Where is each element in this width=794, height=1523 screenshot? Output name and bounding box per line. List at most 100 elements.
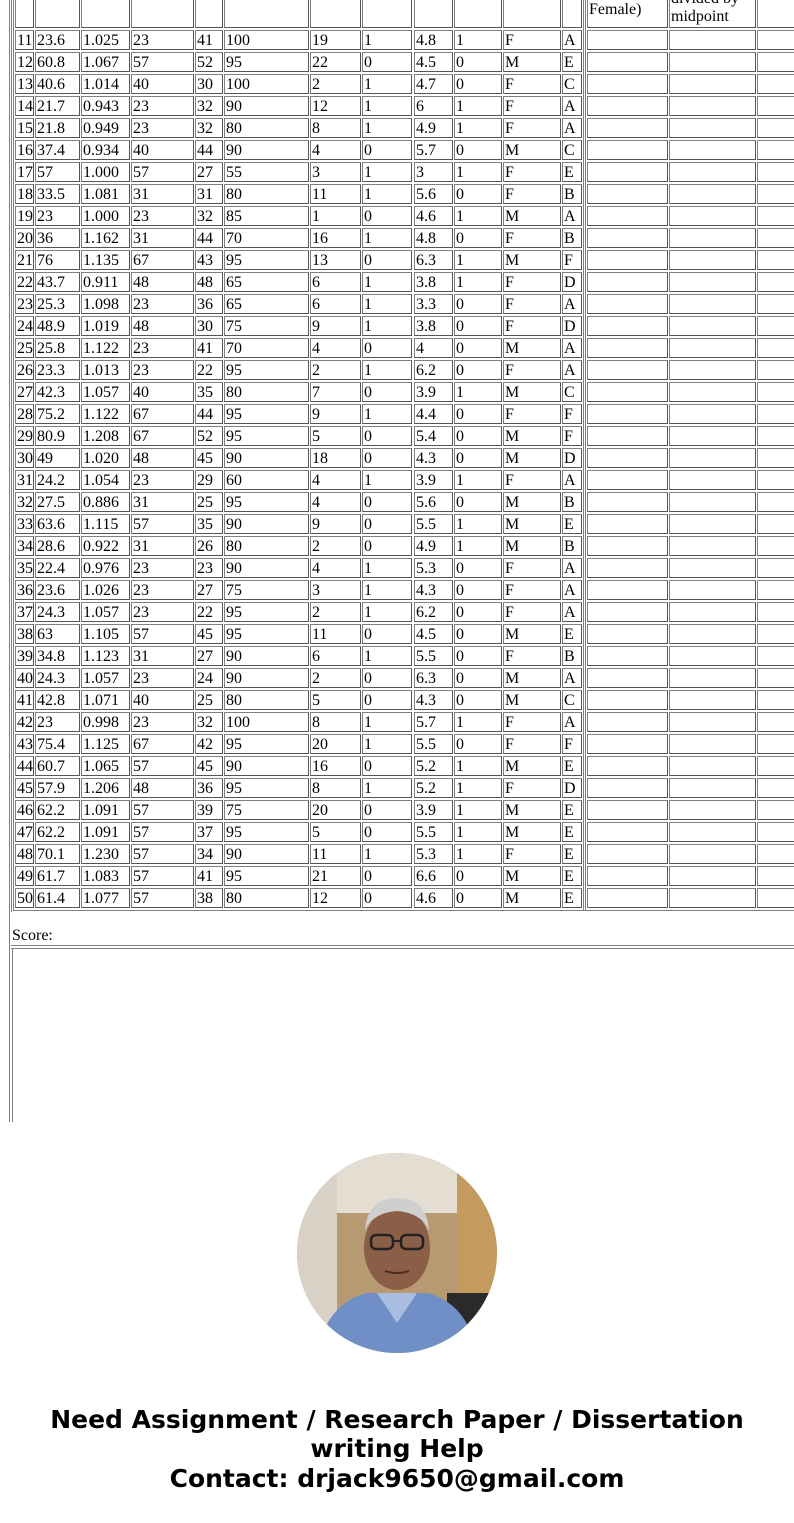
answer-cell[interactable] <box>757 206 794 226</box>
answer-cell[interactable] <box>587 316 668 336</box>
answer-cell[interactable] <box>669 646 756 666</box>
answer-cell[interactable] <box>587 602 668 622</box>
answer-cell[interactable] <box>669 558 756 578</box>
answer-cell[interactable] <box>669 250 756 270</box>
answer-cell[interactable] <box>757 514 794 534</box>
answer-cell[interactable] <box>669 184 756 204</box>
answer-cell[interactable] <box>587 712 668 732</box>
answer-cell[interactable] <box>587 404 668 424</box>
answer-cell[interactable] <box>669 712 756 732</box>
answer-cell[interactable] <box>669 30 756 50</box>
answer-cell[interactable] <box>757 228 794 248</box>
answer-cell[interactable] <box>757 294 794 314</box>
answer-cell[interactable] <box>757 712 794 732</box>
answer-cell[interactable] <box>587 250 668 270</box>
answer-cell[interactable] <box>587 52 668 72</box>
answer-cell[interactable] <box>757 250 794 270</box>
answer-cell[interactable] <box>757 316 794 336</box>
answer-cell[interactable] <box>587 646 668 666</box>
answer-cell[interactable] <box>587 184 668 204</box>
answer-cell[interactable] <box>669 690 756 710</box>
answer-cell[interactable] <box>669 470 756 490</box>
answer-cell[interactable] <box>757 52 794 72</box>
answer-cell[interactable] <box>669 404 756 424</box>
answer-cell[interactable] <box>669 382 756 402</box>
answer-cell[interactable] <box>669 206 756 226</box>
answer-cell[interactable] <box>587 96 668 116</box>
answer-cell[interactable] <box>669 624 756 644</box>
answer-cell[interactable] <box>757 822 794 842</box>
answer-cell[interactable] <box>757 118 794 138</box>
answer-cell[interactable] <box>669 778 756 798</box>
answer-cell[interactable] <box>757 558 794 578</box>
answer-cell[interactable] <box>669 800 756 820</box>
answer-cell[interactable] <box>669 888 756 908</box>
answer-cell[interactable] <box>757 800 794 820</box>
answer-cell[interactable] <box>669 514 756 534</box>
answer-cell[interactable] <box>757 668 794 688</box>
answer-cell[interactable] <box>669 448 756 468</box>
answer-cell[interactable] <box>757 360 794 380</box>
answer-cell[interactable] <box>587 734 668 754</box>
answer-cell[interactable] <box>757 844 794 864</box>
answer-cell[interactable] <box>669 272 756 292</box>
answer-cell[interactable] <box>587 558 668 578</box>
answer-cell[interactable] <box>757 426 794 446</box>
answer-cell[interactable] <box>587 382 668 402</box>
answer-cell[interactable] <box>757 778 794 798</box>
answer-cell[interactable] <box>757 140 794 160</box>
answer-cell[interactable] <box>669 492 756 512</box>
answer-cell[interactable] <box>757 272 794 292</box>
answer-cell[interactable] <box>587 338 668 358</box>
answer-cell[interactable] <box>587 580 668 600</box>
answer-cell[interactable] <box>757 382 794 402</box>
answer-cell[interactable] <box>669 118 756 138</box>
answer-cell[interactable] <box>587 624 668 644</box>
answer-cell[interactable] <box>757 866 794 886</box>
answer-cell[interactable] <box>587 294 668 314</box>
answer-cell[interactable] <box>669 162 756 182</box>
answer-cell[interactable] <box>757 338 794 358</box>
answer-cell[interactable] <box>587 30 668 50</box>
answer-cell[interactable] <box>587 74 668 94</box>
answer-cell[interactable] <box>587 470 668 490</box>
answer-cell[interactable] <box>757 690 794 710</box>
answer-cell[interactable] <box>587 866 668 886</box>
answer-cell[interactable] <box>587 162 668 182</box>
answer-cell[interactable] <box>757 448 794 468</box>
answer-cell[interactable] <box>757 162 794 182</box>
answer-cell[interactable] <box>669 74 756 94</box>
answer-cell[interactable] <box>757 74 794 94</box>
answer-cell[interactable] <box>587 360 668 380</box>
answer-cell[interactable] <box>757 492 794 512</box>
answer-cell[interactable] <box>669 140 756 160</box>
answer-cell[interactable] <box>669 52 756 72</box>
answer-cell[interactable] <box>587 272 668 292</box>
answer-cell[interactable] <box>757 624 794 644</box>
answer-cell[interactable] <box>587 448 668 468</box>
answer-cell[interactable] <box>587 536 668 556</box>
answer-cell[interactable] <box>587 822 668 842</box>
answer-cell[interactable] <box>587 690 668 710</box>
answer-cell[interactable] <box>669 580 756 600</box>
answer-cell[interactable] <box>669 866 756 886</box>
answer-cell[interactable] <box>669 228 756 248</box>
answer-cell[interactable] <box>757 734 794 754</box>
answer-cell[interactable] <box>757 646 794 666</box>
answer-cell[interactable] <box>669 338 756 358</box>
answer-cell[interactable] <box>587 800 668 820</box>
answer-cell[interactable] <box>587 118 668 138</box>
answer-cell[interactable] <box>669 360 756 380</box>
answer-cell[interactable] <box>757 580 794 600</box>
answer-cell[interactable] <box>587 778 668 798</box>
answer-cell[interactable] <box>669 96 756 116</box>
answer-cell[interactable] <box>669 822 756 842</box>
answer-cell[interactable] <box>587 888 668 908</box>
answer-cell[interactable] <box>757 404 794 424</box>
answer-cell[interactable] <box>669 316 756 336</box>
answer-cell[interactable] <box>587 206 668 226</box>
answer-cell[interactable] <box>757 536 794 556</box>
answer-cell[interactable] <box>757 30 794 50</box>
answer-cell[interactable] <box>587 140 668 160</box>
answer-cell[interactable] <box>757 184 794 204</box>
